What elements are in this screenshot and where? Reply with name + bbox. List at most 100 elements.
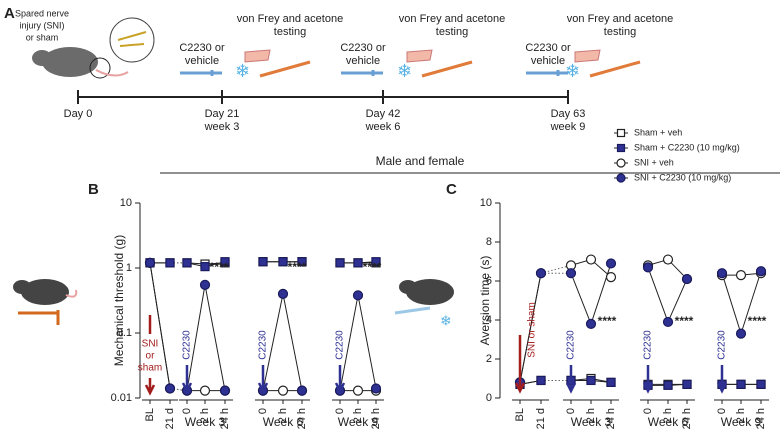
y-tick-label: 0.1 bbox=[117, 327, 132, 339]
marker bbox=[663, 380, 673, 390]
syringe-icon bbox=[526, 70, 568, 76]
day-label: week 6 bbox=[365, 121, 401, 133]
testing-icon: ❄ bbox=[565, 49, 641, 81]
marker bbox=[735, 270, 747, 281]
legend-marker bbox=[616, 158, 626, 168]
filament bbox=[421, 60, 473, 78]
panel-label: A bbox=[4, 5, 15, 22]
marker bbox=[716, 268, 728, 279]
drug-label: C2230 bbox=[643, 330, 654, 360]
x-tick-label: BL bbox=[514, 408, 526, 421]
mouse-icon bbox=[32, 17, 155, 79]
y-tick-label: 8 bbox=[486, 236, 492, 248]
marker bbox=[165, 258, 175, 268]
x-tick-label: 2 h bbox=[352, 408, 364, 423]
x-tick-label: 0 bbox=[642, 408, 654, 414]
marker bbox=[605, 258, 617, 269]
x-tick-label: 24 h bbox=[219, 408, 231, 429]
drug-label: C2230 bbox=[335, 330, 346, 360]
marker bbox=[371, 257, 381, 267]
significance: **** bbox=[363, 260, 382, 274]
injury-arrow bbox=[144, 315, 156, 396]
x-tick-label: 2 h bbox=[662, 408, 674, 423]
marker bbox=[277, 288, 289, 299]
legend-label: SNI + veh bbox=[634, 157, 674, 167]
x-tick-label: 0 bbox=[181, 408, 193, 414]
marker bbox=[565, 268, 577, 279]
y-axis-label: Mechanical threshold (g) bbox=[112, 235, 126, 366]
legend-marker bbox=[616, 128, 626, 138]
marker bbox=[535, 268, 547, 279]
snowflake: ❄ bbox=[565, 61, 580, 81]
marker bbox=[681, 273, 693, 285]
header: Male and female bbox=[376, 154, 465, 168]
x-tick-label: 2 h bbox=[585, 408, 597, 423]
marker bbox=[605, 272, 617, 283]
marker bbox=[219, 385, 231, 396]
injury-label: or bbox=[146, 351, 156, 362]
day-label: Day 63 bbox=[551, 108, 586, 120]
y-tick-label: 10 bbox=[120, 197, 132, 209]
y-axis-label: Aversion time (s) bbox=[478, 256, 492, 346]
marker bbox=[277, 385, 289, 396]
group-label: Week 3 bbox=[571, 415, 612, 429]
group-label: Week 9 bbox=[721, 415, 762, 429]
x-tick-label: 0 bbox=[334, 408, 346, 414]
marker bbox=[586, 375, 596, 386]
marker bbox=[585, 318, 597, 329]
group-label: Week 6 bbox=[263, 415, 304, 429]
connector bbox=[540, 264, 572, 274]
marker bbox=[278, 257, 288, 267]
testing-label: testing bbox=[604, 26, 636, 38]
testing-icon: ❄ bbox=[397, 49, 473, 81]
syringe-icon bbox=[180, 70, 222, 76]
marker bbox=[370, 383, 382, 394]
marker bbox=[606, 377, 616, 387]
filament bbox=[259, 60, 311, 78]
drug-arrow bbox=[334, 365, 346, 394]
drug-arrow bbox=[642, 365, 654, 394]
treatment-label: vehicle bbox=[185, 55, 219, 67]
day-label: week 9 bbox=[550, 121, 586, 133]
y-tick-label: 0.01 bbox=[111, 392, 132, 404]
marker bbox=[352, 385, 364, 396]
panel-label: C bbox=[446, 181, 457, 198]
drug-label: C2230 bbox=[717, 330, 728, 360]
marker bbox=[258, 257, 268, 267]
sni-label: or sham bbox=[26, 32, 59, 42]
group-label: Week 3 bbox=[185, 415, 226, 429]
marker bbox=[735, 328, 747, 339]
snowflake: ❄ bbox=[235, 61, 250, 81]
marker bbox=[736, 379, 746, 389]
legend-label: SNI + C2230 (10 mg/kg) bbox=[634, 172, 731, 182]
marker bbox=[536, 375, 546, 386]
series-line bbox=[519, 273, 542, 383]
marker bbox=[585, 254, 597, 265]
sni-label: injury (SNI) bbox=[19, 20, 64, 30]
testing-label: testing bbox=[436, 26, 468, 38]
marker bbox=[296, 385, 308, 396]
significance: **** bbox=[598, 314, 617, 328]
leg-icon bbox=[406, 49, 433, 63]
x-tick-label: 21 d bbox=[164, 408, 176, 429]
marker bbox=[755, 266, 767, 277]
day-label: Day 21 bbox=[205, 108, 240, 120]
marker bbox=[352, 290, 364, 301]
drug-arrow bbox=[257, 365, 269, 394]
marker bbox=[182, 258, 192, 268]
marker bbox=[164, 383, 176, 394]
group-label: Week 9 bbox=[338, 415, 379, 429]
treatment-label: C2230 or bbox=[340, 42, 386, 54]
significance: **** bbox=[748, 314, 767, 328]
injury-label: SNI bbox=[142, 339, 159, 350]
drug-label: C2230 bbox=[566, 330, 577, 360]
legend: Sham + veh Sham + C2230 (10 mg/kg) SNI + v… bbox=[614, 127, 740, 183]
leg-icon bbox=[574, 49, 601, 63]
marker bbox=[297, 257, 307, 267]
marker bbox=[144, 257, 156, 268]
significance: **** bbox=[288, 260, 307, 274]
drug-arrow bbox=[565, 365, 577, 394]
day-label: Day 42 bbox=[366, 108, 401, 120]
marker bbox=[199, 279, 211, 290]
